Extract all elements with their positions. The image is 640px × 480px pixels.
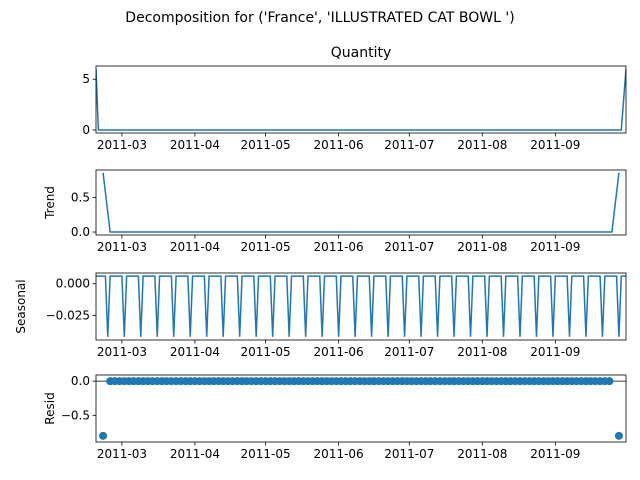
x-tick-label: 2011-07 — [384, 345, 434, 359]
x-tick-label: 2011-05 — [241, 345, 291, 359]
axes-frame — [95, 65, 627, 134]
y-tick-label: 0.0 — [71, 225, 90, 239]
x-tick-label: 2011-08 — [457, 447, 507, 461]
x-tick-label: 2011-05 — [241, 138, 291, 152]
axes-frame — [95, 272, 627, 341]
axes-frame — [95, 169, 627, 236]
x-tick-label: 2011-06 — [314, 138, 364, 152]
axes-frame — [95, 374, 627, 443]
seasonal-line — [96, 275, 626, 337]
x-tick-label: 2011-07 — [384, 138, 434, 152]
x-tick-label: 2011-06 — [314, 447, 364, 461]
plot-area — [96, 68, 626, 131]
y-tick-label: 5 — [82, 72, 90, 86]
x-tick-label: 2011-04 — [170, 240, 220, 254]
x-tick-label: 2011-03 — [97, 345, 147, 359]
x-tick-label: 2011-04 — [170, 447, 220, 461]
x-tick-label: 2011-08 — [457, 345, 507, 359]
x-tick-label: 2011-04 — [170, 138, 220, 152]
subplot-trend: 2011-03 2011-04 2011-05 2011-06 2011-07 2011-… — [43, 169, 627, 254]
y-tick-label: −0.025 — [46, 308, 90, 322]
plot-area — [102, 172, 620, 233]
y-axis-label: Resid — [43, 392, 57, 424]
x-tick-label: 2011-09 — [530, 240, 580, 254]
y-tick-label: 0 — [82, 123, 90, 137]
y-tick-label: −0.5 — [61, 408, 90, 422]
x-tick-label: 2011-03 — [97, 138, 147, 152]
x-tick-label: 2011-09 — [530, 447, 580, 461]
figure-suptitle: Decomposition for ('France', 'ILLUSTRATE… — [125, 10, 514, 26]
resid-point — [605, 377, 614, 386]
y-tick-label: 0.5 — [71, 191, 90, 205]
plot-area — [96, 275, 626, 337]
subplot-seasonal: 2011-03 2011-04 2011-05 2011-06 2011-07 2011-… — [14, 272, 627, 359]
x-tick-label: 2011-05 — [241, 447, 291, 461]
y-axis-label: Trend — [43, 186, 57, 220]
x-tick-label: 2011-03 — [97, 240, 147, 254]
x-tick-label: 2011-04 — [170, 345, 220, 359]
x-tick-label: 2011-07 — [384, 240, 434, 254]
plot-area — [96, 377, 626, 440]
x-tick-label: 2011-07 — [384, 447, 434, 461]
x-tick-label: 2011-06 — [314, 345, 364, 359]
series-line-0 — [96, 68, 626, 131]
x-tick-label: 2011-09 — [530, 345, 580, 359]
x-tick-label: 2011-03 — [97, 447, 147, 461]
subplot-title: Quantity — [331, 45, 392, 61]
x-tick-label: 2011-05 — [241, 240, 291, 254]
subplot-resid: 2011-03 2011-04 2011-05 2011-06 2011-07 2011-… — [43, 374, 627, 461]
x-tick-label: 2011-09 — [530, 138, 580, 152]
series-line-0 — [102, 172, 620, 233]
x-tick-label: 2011-06 — [314, 240, 364, 254]
resid-outlier-point — [99, 431, 108, 440]
y-tick-label: 0.000 — [56, 277, 90, 291]
x-tick-label: 2011-08 — [457, 138, 507, 152]
y-axis-label: Seasonal — [14, 279, 28, 333]
resid-outlier-point — [614, 431, 623, 440]
y-tick-label: 0.0 — [71, 374, 90, 388]
x-tick-label: 2011-08 — [457, 240, 507, 254]
subplot-quantity: 2011-03 2011-04 2011-05 2011-06 2011-07 2011-… — [82, 45, 627, 152]
